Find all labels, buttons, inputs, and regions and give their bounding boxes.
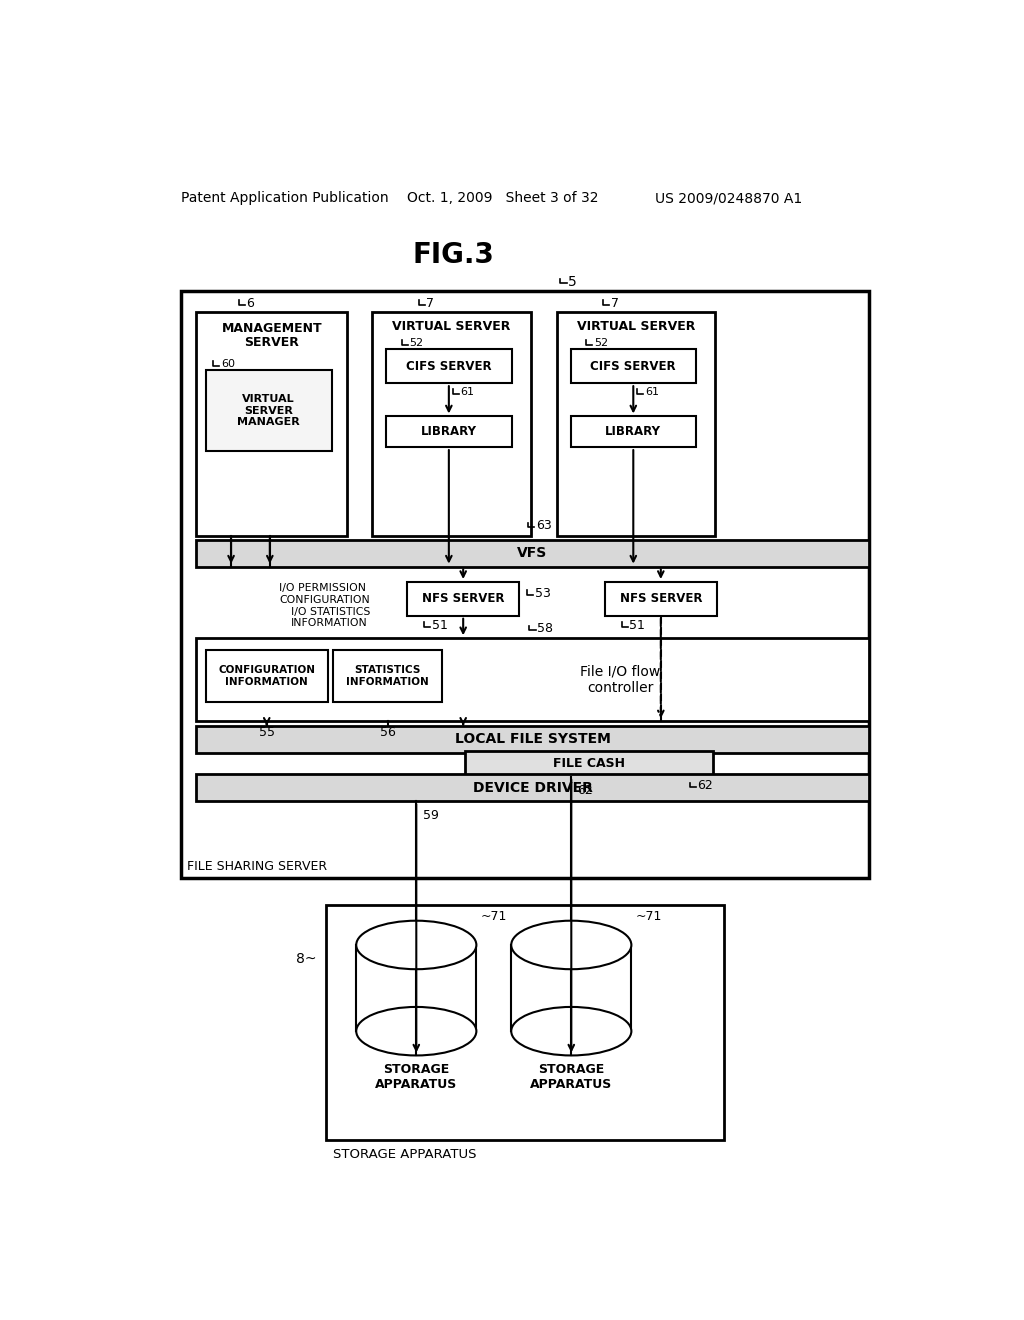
Text: ~71: ~71	[480, 911, 507, 924]
Bar	[386, 416, 512, 447]
Text: 55: 55	[259, 726, 274, 739]
Text: FILE CASH: FILE CASH	[553, 758, 625, 770]
Text: US 2009/0248870 A1: US 2009/0248870 A1	[655, 191, 802, 206]
Bar	[356, 945, 476, 1031]
Bar	[197, 726, 869, 752]
Text: CIFS SERVER: CIFS SERVER	[407, 360, 492, 372]
Text: 52: 52	[410, 338, 424, 348]
Text: CIFS SERVER: CIFS SERVER	[591, 360, 676, 372]
Text: STORAGE APPARATUS: STORAGE APPARATUS	[334, 1147, 477, 1160]
Bar	[180, 290, 869, 878]
Bar	[334, 649, 442, 702]
Text: VIRTUAL SERVER: VIRTUAL SERVER	[392, 319, 511, 333]
Text: 61: 61	[645, 388, 658, 397]
Bar	[557, 313, 716, 536]
Text: STORAGE
APPARATUS: STORAGE APPARATUS	[530, 1063, 612, 1092]
Text: STATISTICS
INFORMATION: STATISTICS INFORMATION	[346, 665, 429, 686]
Text: Oct. 1, 2009   Sheet 3 of 32: Oct. 1, 2009 Sheet 3 of 32	[407, 191, 598, 206]
Text: 7: 7	[426, 297, 434, 310]
Text: VIRTUAL
SERVER
MANAGER: VIRTUAL SERVER MANAGER	[238, 393, 300, 428]
Text: 8~: 8~	[296, 952, 316, 966]
Text: I/O STATISTICS
INFORMATION: I/O STATISTICS INFORMATION	[291, 607, 370, 628]
Text: FILE SHARING SERVER: FILE SHARING SERVER	[187, 861, 327, 874]
Text: VFS: VFS	[517, 546, 548, 560]
Text: LIBRARY: LIBRARY	[421, 425, 477, 438]
Bar	[604, 582, 717, 615]
Bar	[372, 313, 531, 536]
Text: 51: 51	[630, 619, 645, 631]
Bar	[386, 350, 512, 383]
Text: NFS SERVER: NFS SERVER	[620, 593, 702, 606]
Text: 60: 60	[221, 359, 234, 370]
Text: Patent Application Publication: Patent Application Publication	[180, 191, 388, 206]
Bar	[465, 751, 713, 776]
Text: File I/O flow
controller: File I/O flow controller	[580, 664, 660, 694]
Ellipse shape	[511, 1007, 632, 1056]
Bar	[206, 370, 332, 451]
Bar	[206, 649, 328, 702]
Text: I/O PERMISSION
CONFIGURATION: I/O PERMISSION CONFIGURATION	[280, 583, 370, 605]
Text: 51: 51	[432, 619, 447, 631]
Text: NFS SERVER: NFS SERVER	[422, 593, 505, 606]
Text: 56: 56	[380, 726, 395, 739]
Text: DEVICE DRIVER: DEVICE DRIVER	[473, 781, 593, 795]
Bar	[326, 906, 724, 1140]
Text: 53: 53	[535, 587, 551, 601]
Ellipse shape	[356, 1007, 476, 1056]
Text: MANAGEMENT
SERVER: MANAGEMENT SERVER	[221, 322, 323, 350]
Ellipse shape	[511, 921, 632, 969]
Ellipse shape	[356, 921, 476, 969]
Text: 62: 62	[697, 779, 714, 792]
Text: FIG.3: FIG.3	[413, 240, 495, 269]
Bar	[511, 945, 632, 1031]
Bar	[197, 540, 869, 566]
Text: LOCAL FILE SYSTEM: LOCAL FILE SYSTEM	[455, 733, 610, 746]
Text: 59: 59	[423, 809, 438, 822]
Text: 7: 7	[611, 297, 618, 310]
Text: 61: 61	[461, 388, 474, 397]
Bar	[197, 775, 869, 801]
Text: ~71: ~71	[635, 911, 662, 924]
Bar	[197, 638, 869, 721]
Text: 58: 58	[538, 622, 553, 635]
Text: 6: 6	[247, 297, 254, 310]
Text: 63: 63	[536, 519, 551, 532]
Text: 62: 62	[578, 784, 593, 797]
Text: STORAGE
APPARATUS: STORAGE APPARATUS	[375, 1063, 458, 1092]
Bar	[197, 313, 347, 536]
Bar	[570, 350, 696, 383]
Bar	[407, 582, 519, 615]
Bar	[570, 416, 696, 447]
Text: 52: 52	[594, 338, 608, 348]
Text: 5: 5	[568, 275, 577, 289]
Text: VIRTUAL SERVER: VIRTUAL SERVER	[577, 319, 695, 333]
Text: LIBRARY: LIBRARY	[605, 425, 662, 438]
Text: CONFIGURATION
INFORMATION: CONFIGURATION INFORMATION	[218, 665, 315, 686]
